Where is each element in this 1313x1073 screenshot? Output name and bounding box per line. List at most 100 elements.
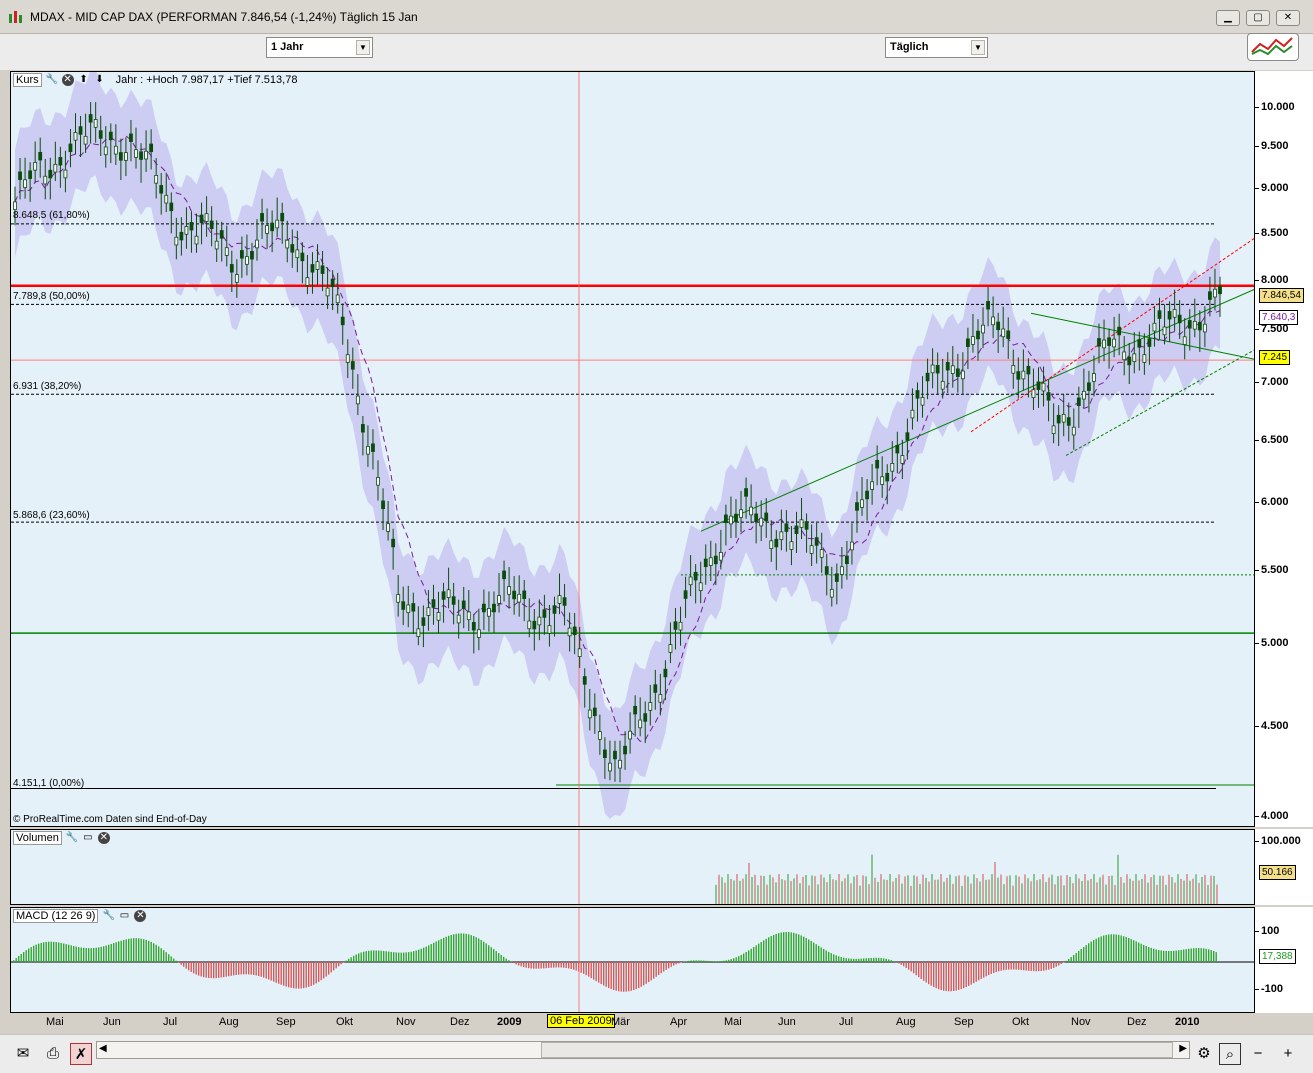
macd-bar: [168, 954, 170, 962]
macd-bar: [713, 961, 715, 962]
macd-bar: [905, 962, 907, 968]
candle-body: [819, 549, 824, 558]
macd-bar: [160, 948, 162, 962]
macd-bar: [568, 962, 570, 969]
interval-select[interactable]: Täglich ▼: [885, 37, 988, 58]
window-icon[interactable]: ▭: [119, 910, 130, 921]
chevron-down-icon[interactable]: ▼: [356, 40, 370, 55]
candle-body: [1157, 310, 1162, 319]
macd-bar: [380, 950, 382, 962]
close-icon[interactable]: ✕: [61, 74, 74, 86]
macd-bar: [763, 940, 765, 962]
macd-bar: [975, 962, 977, 982]
scrollbar-thumb[interactable]: [541, 1042, 1173, 1058]
macd-bar: [610, 962, 612, 990]
macd-bar: [918, 962, 920, 978]
macd-bar: [585, 962, 587, 976]
scroll-right-icon[interactable]: ▶: [1179, 1043, 1187, 1054]
macd-bar: [968, 962, 970, 986]
macd-bar: [70, 945, 72, 962]
close-button[interactable]: ✕: [1276, 10, 1300, 26]
chart-style-button[interactable]: [1247, 33, 1299, 61]
candle-body: [194, 235, 199, 245]
volume-chart[interactable]: [11, 830, 1255, 905]
wrench-icon[interactable]: 🔧: [102, 910, 115, 921]
macd-bar: [255, 962, 257, 976]
y-tick: 100: [1254, 925, 1280, 937]
macd-bar: [1103, 935, 1105, 962]
candle-body: [209, 220, 214, 230]
macd-chart[interactable]: [11, 908, 1255, 1013]
macd-bar: [858, 958, 860, 962]
macd-bar: [1183, 949, 1185, 962]
y-tick: 6.000: [1255, 496, 1289, 508]
macd-panel[interactable]: MACD (12 26 9) 🔧 ▭ ✕: [10, 907, 1255, 1013]
horizontal-scrollbar[interactable]: ◀ ▶: [96, 1041, 1190, 1059]
macd-bar: [845, 958, 847, 962]
candle-body: [471, 621, 476, 631]
zoom-in-icon[interactable]: +: [1283, 1045, 1293, 1062]
macd-bar: [173, 958, 175, 962]
macd-bar: [645, 962, 647, 984]
price-panel[interactable]: Kurs 🔧 ✕ ⬆ ⬇ Jahr : +Hoch 7.987,17 +Tief…: [10, 71, 1255, 827]
macd-bar: [470, 935, 472, 962]
candle-body: [295, 249, 300, 259]
macd-bar: [190, 962, 192, 972]
price-axis: 10.000 9.500 9.000 8.500 8.000 7.500 7.0…: [1255, 71, 1313, 827]
macd-bar: [575, 962, 577, 971]
macd-bar: [95, 947, 97, 962]
candle-body: [1016, 371, 1021, 380]
candle-body: [1112, 338, 1117, 348]
zoom-out-icon[interactable]: −: [1253, 1045, 1263, 1062]
chart-settings-icon[interactable]: ⚙: [1197, 1045, 1211, 1062]
minimize-button[interactable]: ▁: [1216, 10, 1240, 26]
candle-body: [13, 201, 17, 210]
period-select[interactable]: 1 Jahr ▼: [266, 37, 373, 58]
macd-bar: [73, 946, 75, 962]
candle-body: [562, 597, 567, 606]
macd-bar: [135, 938, 137, 962]
move-down-icon[interactable]: ⬇: [95, 74, 104, 85]
candle-body: [1197, 321, 1202, 331]
close-icon[interactable]: ✕: [97, 832, 110, 844]
candle-body: [1177, 314, 1182, 324]
scroll-left-icon[interactable]: ◀: [99, 1043, 107, 1054]
wrench-icon[interactable]: 🔧: [45, 74, 59, 85]
volume-value-tag: 50.166: [1259, 865, 1296, 880]
macd-bar: [958, 962, 960, 990]
macd-bar: [1055, 962, 1057, 967]
candle-body: [875, 459, 880, 469]
volume-panel[interactable]: Volumen 🔧 ▭ ✕: [10, 829, 1255, 905]
mail-icon[interactable]: ✉: [16, 1045, 30, 1062]
zoom-select-icon[interactable]: ⌕: [1219, 1043, 1241, 1065]
candle-body: [713, 555, 718, 565]
maximize-button[interactable]: ▢: [1246, 10, 1270, 26]
macd-bar: [398, 952, 400, 962]
macd-bar: [978, 962, 980, 981]
macd-bar: [43, 942, 45, 962]
fib-level-50: 7.789,8 (50,00%): [13, 291, 90, 302]
macd-bar: [63, 943, 65, 962]
price-chart[interactable]: [11, 72, 1255, 827]
macd-bar: [1188, 948, 1190, 962]
candle-body: [134, 149, 138, 158]
chevron-down-icon[interactable]: ▼: [971, 40, 985, 55]
candle-body: [159, 185, 164, 194]
close-icon[interactable]: ✕: [134, 910, 147, 922]
macd-bar: [508, 960, 510, 962]
macd-bar: [1180, 949, 1182, 962]
window-icon[interactable]: ▭: [83, 832, 93, 843]
candle-body: [436, 612, 441, 621]
move-up-icon[interactable]: ⬆: [79, 74, 88, 85]
candle-body: [366, 445, 370, 455]
macd-bar: [898, 962, 900, 964]
print-icon[interactable]: ⎙: [46, 1045, 59, 1062]
wrench-icon[interactable]: 🔧: [65, 832, 79, 843]
macd-bar: [875, 957, 877, 962]
macd-bar: [943, 962, 945, 991]
macd-bar: [240, 962, 242, 975]
cursor-toggle-icon[interactable]: ✗: [70, 1043, 92, 1065]
macd-bar: [270, 962, 272, 981]
macd-bar: [560, 962, 562, 968]
macd-bar: [598, 962, 600, 983]
